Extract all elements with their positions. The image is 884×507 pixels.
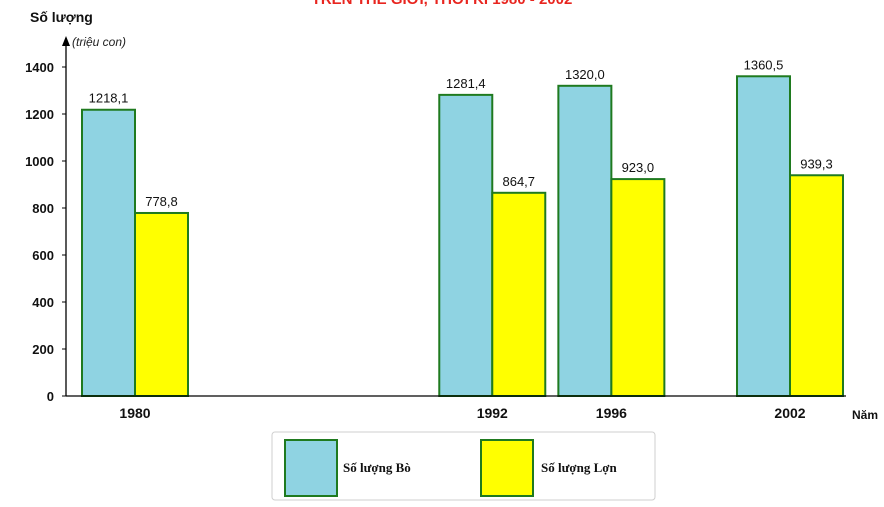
y-tick-label: 200	[32, 342, 54, 357]
x-tick-label: 2002	[774, 405, 805, 421]
data-label: 1218,1	[89, 91, 129, 106]
x-tick-label: 1980	[119, 405, 150, 421]
legend-label: Số lượng Bò	[343, 460, 411, 475]
legend-label: Số lượng Lợn	[541, 460, 617, 475]
x-tick-labels: 1980 1992 1996 2002	[119, 405, 805, 421]
x-tick-label: 1992	[477, 405, 508, 421]
legend-swatch-cattle	[284, 439, 338, 497]
legend-box	[271, 431, 656, 501]
data-label: 939,3	[800, 156, 833, 171]
y-tick-label: 0	[47, 389, 54, 404]
y-tick-label: 800	[32, 201, 54, 216]
y-tick-label: 1400	[25, 60, 54, 75]
legend: Số lượng Bò Số lượng Lợn	[271, 431, 656, 501]
chart-title: TRÊN THẾ GIỚI, THỜI KÌ 1980 - 2002	[312, 0, 573, 8]
bars-group: 1218,1 778,8 1281,4 864,7 1320,0 923,0 1360,5 9…	[81, 57, 844, 398]
data-label: 1281,4	[446, 76, 486, 91]
legend-swatch-pig	[480, 439, 534, 497]
y-axis-unit: (triệu con)	[72, 35, 126, 49]
bar-pig	[134, 211, 189, 397]
data-label: 778,8	[145, 194, 178, 209]
y-tick-labels: 0 200 400 600 800 1000 1200 1400	[25, 60, 66, 404]
bar-cattle	[736, 75, 791, 397]
y-tick-label: 1200	[25, 107, 54, 122]
x-axis-title: Năm	[852, 408, 878, 422]
bar-pig	[610, 178, 666, 397]
bar-pig	[491, 191, 547, 397]
bar-pig	[789, 174, 844, 397]
bar-cattle	[438, 93, 494, 397]
bar-cattle	[557, 84, 613, 398]
data-label: 923,0	[622, 160, 655, 175]
data-label: 864,7	[502, 174, 535, 189]
y-tick-label: 600	[32, 248, 54, 263]
y-tick-label: 1000	[25, 154, 54, 169]
axes	[62, 36, 846, 397]
y-axis-arrow	[62, 36, 70, 46]
y-axis-title: Số lượng	[30, 9, 93, 25]
data-label: 1320,0	[565, 67, 605, 82]
data-label: 1360,5	[744, 57, 784, 72]
y-tick-label: 400	[32, 295, 54, 310]
x-tick-label: 1996	[596, 405, 627, 421]
bar-cattle	[81, 108, 136, 398]
